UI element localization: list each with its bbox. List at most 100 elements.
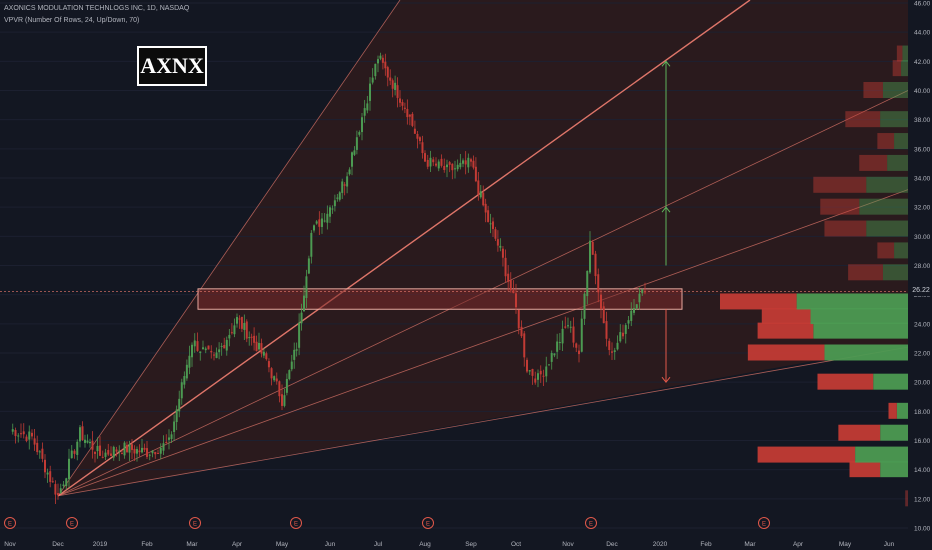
volume-bar-up	[880, 424, 908, 441]
candle-body	[531, 368, 534, 376]
candle-body	[515, 293, 517, 308]
candle-body	[188, 355, 191, 368]
volume-bar-down	[824, 220, 867, 237]
candle-body	[482, 192, 485, 206]
candle-body	[504, 257, 507, 277]
earnings-marker	[4, 517, 16, 529]
candle-body	[138, 450, 141, 453]
ticker-label: AXNX	[137, 46, 207, 86]
earnings-marker	[290, 517, 302, 529]
candle-body	[489, 223, 492, 225]
candle-body	[185, 364, 188, 379]
volume-bar-up	[882, 264, 908, 281]
earnings-marker	[585, 517, 597, 529]
volume-bar-down	[877, 242, 895, 259]
candle-body	[146, 448, 148, 457]
candle-body	[550, 353, 553, 362]
candle-body	[245, 321, 248, 339]
candle-body	[329, 207, 331, 217]
candle-body	[381, 57, 384, 63]
candle-body	[641, 289, 644, 294]
x-tick-label: 2020	[653, 541, 668, 548]
fan-area	[58, 0, 908, 496]
candle-body	[11, 429, 14, 432]
candle-body	[411, 113, 414, 126]
candle-body	[462, 160, 464, 164]
candle-body	[183, 376, 186, 385]
candle-body	[435, 163, 437, 166]
candle-body	[258, 342, 260, 350]
candle-body	[148, 454, 151, 456]
candle-body	[262, 351, 265, 356]
candle-body	[416, 133, 419, 139]
candle-body	[343, 184, 346, 186]
candle-body	[165, 442, 168, 444]
candle-body	[73, 450, 76, 454]
candle-body	[230, 332, 233, 334]
candle-body	[207, 345, 210, 350]
y-tick-label: 40.00	[914, 88, 931, 95]
volume-bar-down	[820, 198, 860, 215]
candle-body	[38, 451, 41, 453]
earnings-label: E	[589, 522, 593, 528]
candle-body	[68, 458, 70, 480]
candle-body	[233, 325, 236, 335]
candle-body	[323, 220, 326, 222]
volume-bar-up	[855, 446, 908, 463]
candle-body	[104, 452, 107, 457]
candle-body	[22, 431, 25, 435]
arrow-head	[661, 206, 671, 213]
candle-body	[548, 364, 550, 366]
candle-body	[456, 164, 459, 170]
volume-bar-down	[747, 344, 825, 361]
candle-body	[28, 431, 31, 440]
volume-bar-up	[810, 308, 908, 325]
x-tick-label: Dec	[606, 541, 618, 548]
candle-body	[545, 366, 548, 377]
candle-body	[446, 164, 448, 168]
candle-body	[170, 434, 173, 440]
earnings-label: E	[193, 522, 197, 528]
y-tick-label: 24.00	[914, 321, 931, 328]
volume-bar-down	[848, 264, 883, 281]
x-tick-label: Apr	[232, 541, 243, 548]
candle-body	[123, 442, 126, 456]
x-tick-label: 2019	[93, 541, 108, 548]
indicator-header: VPVR (Number Of Rows, 24, Up/Down, 70)	[4, 17, 140, 24]
candle-body	[220, 345, 223, 347]
fan-trendline	[57, 346, 909, 497]
candle-body	[202, 347, 204, 350]
volume-bar-up	[896, 402, 908, 419]
candle-body	[479, 191, 482, 198]
candle-body	[492, 221, 494, 229]
x-tick-label: Jun	[325, 541, 336, 548]
candle-body	[638, 293, 641, 303]
candle-body	[168, 437, 170, 440]
candles-group	[11, 52, 646, 504]
candle-body	[424, 153, 426, 162]
candle-body	[336, 197, 339, 199]
candle-body	[426, 159, 429, 167]
candle-body	[275, 378, 278, 382]
candle-body	[333, 200, 336, 207]
candle-body	[512, 290, 515, 294]
candle-body	[499, 245, 502, 248]
earnings-marker	[758, 517, 770, 529]
volume-bar-down	[761, 308, 811, 325]
y-tick-label: 30.00	[914, 234, 931, 241]
candle-body	[46, 472, 49, 475]
y-tick-label: 22.00	[914, 351, 931, 358]
candle-body	[218, 349, 221, 353]
volume-bar-down	[757, 446, 856, 463]
candle-body	[196, 341, 199, 351]
candle-body	[86, 440, 89, 443]
volume-bar-down	[817, 373, 874, 390]
y-tick-label: 18.00	[914, 409, 931, 416]
candle-body	[553, 353, 556, 356]
candle-body	[273, 376, 276, 381]
candle-body	[622, 332, 624, 337]
candle-body	[96, 445, 99, 452]
candle-body	[133, 448, 136, 454]
candle-body	[321, 218, 323, 227]
